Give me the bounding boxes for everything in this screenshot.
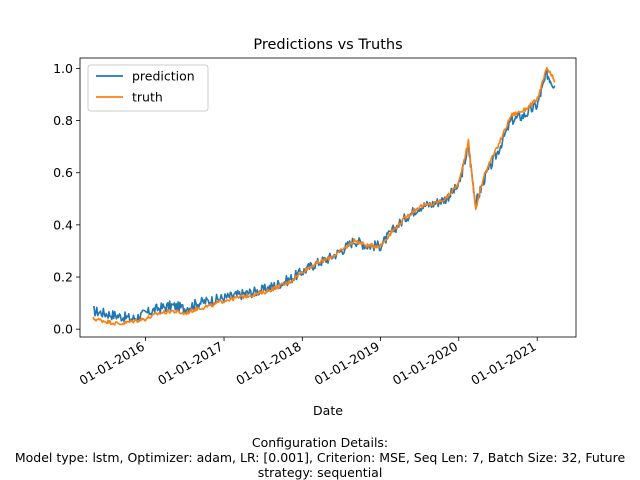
- y-tick-label: 1.0: [53, 61, 73, 76]
- legend-label-prediction: prediction: [132, 69, 195, 84]
- x-axis: 01-01-2016 01-01-2017 01-01-2018 01-01-2019…: [77, 337, 539, 388]
- x-tick-label: 01-01-2020: [390, 339, 460, 388]
- x-tick-label: 01-01-2021: [468, 339, 538, 388]
- y-tick-label: 0.4: [53, 217, 73, 232]
- chart-title: Predictions vs Truths: [253, 37, 402, 53]
- legend: prediction truth: [87, 64, 209, 112]
- y-tick-label: 0.6: [53, 165, 73, 180]
- series-line-truth: [92, 66, 556, 326]
- y-tick-label: 0.8: [53, 113, 73, 128]
- x-tick-label: 01-01-2017: [155, 339, 225, 388]
- plot-frame: [79, 57, 577, 338]
- x-axis-label: Date: [313, 403, 343, 418]
- x-tick-label: 01-01-2018: [233, 339, 303, 388]
- x-tick-label: 01-01-2019: [312, 339, 382, 388]
- caption-heading: Configuration Details:: [251, 435, 389, 450]
- y-axis: 0.0 0.2 0.4 0.6 0.8 1.0: [53, 61, 80, 337]
- caption-config-details: Model type: lstm, Optimizer: adam, LR: […: [14, 450, 626, 465]
- y-tick-label: 0.2: [53, 270, 73, 285]
- legend-label-truth: truth: [132, 90, 163, 105]
- y-tick-label: 0.0: [53, 322, 73, 337]
- caption-strategy: strategy: sequential: [257, 465, 383, 480]
- x-tick-label: 01-01-2016: [77, 339, 147, 388]
- plot-lines: [92, 66, 556, 326]
